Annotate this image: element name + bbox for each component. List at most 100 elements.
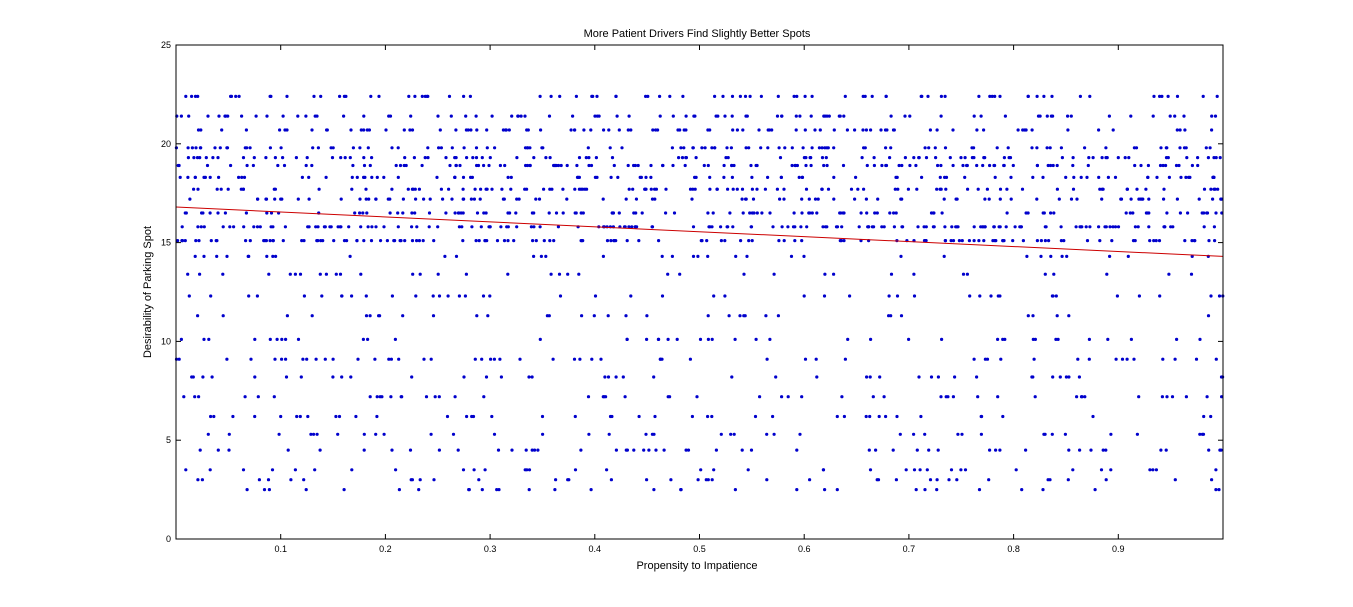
scatter-point (1091, 414, 1095, 419)
scatter-point (368, 163, 372, 168)
scatter-point (444, 156, 448, 160)
scatter-point (967, 239, 972, 243)
scatter-point (669, 478, 673, 482)
scatter-point (625, 239, 629, 243)
scatter-point (893, 187, 897, 191)
scatter-point (1084, 225, 1088, 229)
scatter-point (1062, 239, 1066, 243)
scatter-point (728, 211, 732, 215)
scatter-point (202, 225, 206, 229)
scatter-point (783, 146, 787, 150)
scatter-point (471, 156, 475, 160)
scatter-point (924, 225, 928, 229)
scatter-point (436, 114, 440, 118)
scatter-point (899, 197, 903, 201)
scatter-point (940, 337, 944, 341)
scatter-point (366, 225, 370, 229)
scatter-point (696, 254, 700, 258)
scatter-point (668, 94, 672, 98)
scatter-point (950, 225, 954, 229)
scatter-point (288, 272, 292, 276)
scatter-point (362, 432, 366, 436)
scatter-point (209, 414, 213, 419)
scatter-point (938, 175, 942, 179)
scatter-point (359, 128, 363, 132)
scatter-point (300, 175, 304, 179)
scatter-point (387, 114, 391, 118)
scatter-point (557, 272, 562, 276)
scatter-point (515, 225, 519, 229)
scatter-point (853, 197, 857, 201)
scatter-point (429, 357, 433, 361)
scatter-point (544, 254, 548, 258)
scatter-point (1173, 114, 1177, 118)
scatter-point (237, 175, 241, 179)
scatter-point (263, 239, 267, 243)
scatter-point (186, 146, 190, 150)
scatter-point (485, 146, 489, 150)
scatter-point (620, 146, 624, 150)
scatter-point (528, 163, 532, 168)
scatter-point (279, 414, 283, 419)
scatter-point (208, 211, 212, 215)
scatter-point (749, 448, 754, 452)
scatter-point (848, 294, 852, 298)
scatter-point (627, 225, 631, 229)
scatter-point (653, 197, 657, 201)
scatter-point (208, 468, 212, 472)
scatter-point (1210, 478, 1214, 482)
scatter-point (1111, 128, 1115, 132)
scatter-point (420, 163, 424, 168)
scatter-point (1043, 272, 1047, 276)
scatter-point (947, 478, 951, 482)
scatter-point (478, 197, 482, 201)
scatter-point (215, 254, 219, 258)
scatter-point (872, 156, 876, 160)
scatter-point (1166, 156, 1170, 160)
scatter-point (368, 395, 372, 399)
scatter-point (245, 146, 249, 150)
scatter-point (579, 187, 583, 191)
scatter-point (804, 187, 809, 191)
scatter-point (915, 187, 919, 191)
scatter-point (1202, 414, 1206, 419)
scatter-point (804, 163, 808, 168)
scatter-point (454, 163, 458, 168)
scatter-point (1049, 163, 1053, 168)
scatter-point (632, 163, 636, 168)
scatter-point (1220, 395, 1224, 399)
scatter-point (1111, 225, 1115, 229)
scatter-point (601, 254, 606, 258)
scatter-point (506, 175, 510, 179)
scatter-point (365, 211, 369, 215)
scatter-point (1139, 163, 1143, 168)
scatter-point (548, 156, 552, 160)
scatter-point (775, 114, 780, 118)
scatter-point (786, 395, 790, 399)
scatter-point (710, 146, 714, 150)
scatter-point (178, 175, 182, 179)
scatter-point (792, 94, 796, 98)
scatter-point (304, 114, 308, 118)
scatter-point (602, 128, 606, 132)
scatter-point (823, 146, 827, 150)
scatter-point (1208, 146, 1212, 150)
scatter-point (502, 239, 507, 243)
scatter-point (1219, 197, 1223, 201)
scatter-point (204, 156, 208, 160)
scatter-point (740, 448, 744, 452)
scatter-point (743, 94, 748, 98)
scatter-point (1213, 114, 1218, 118)
scatter-point (1055, 187, 1059, 191)
scatter-point (741, 211, 745, 215)
scatter-point (815, 375, 819, 379)
scatter-point (803, 357, 808, 361)
scatter-point (1202, 187, 1207, 191)
scatter-point (771, 225, 775, 229)
scatter-point (925, 468, 929, 472)
scatter-point (390, 146, 394, 150)
scatter-point (539, 128, 543, 132)
scatter-point (985, 187, 990, 191)
scatter-point (903, 156, 908, 160)
scatter-point (854, 175, 858, 179)
